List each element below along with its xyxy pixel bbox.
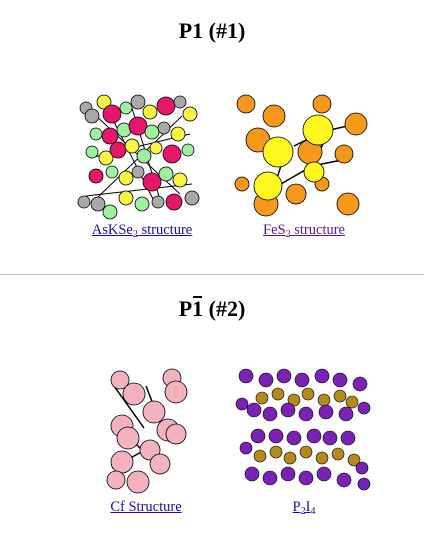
- heading-p1: P1 (#1): [0, 18, 424, 44]
- heading-overline-char: 1: [192, 296, 204, 321]
- fes2-structure-link[interactable]: FeS2 structure: [263, 222, 345, 240]
- structure-card-askse2: AsKSe2 structure: [60, 86, 224, 240]
- heading-prefix: P: [178, 296, 193, 321]
- askse2-structure-link[interactable]: AsKSe2 structure: [91, 222, 193, 240]
- askse2-structure-image[interactable]: [72, 86, 212, 221]
- heading-prefix: P: [178, 18, 193, 43]
- heading-suffix: (#2): [203, 296, 246, 321]
- heading-p-1bar: P1 (#2): [0, 296, 424, 322]
- cf-structure-image[interactable]: [76, 364, 216, 498]
- section-divider: [0, 274, 424, 275]
- heading-bar-char: 1: [192, 18, 204, 43]
- heading-suffix: (#1): [203, 18, 246, 43]
- p2i4-structure-image[interactable]: [234, 364, 374, 498]
- p2i4-structure-link[interactable]: P2I4: [292, 499, 316, 517]
- cf-structure-link[interactable]: Cf Structure: [110, 499, 182, 515]
- structure-card-fes2: FeS2 structure: [222, 86, 386, 240]
- structure-card-cf: Cf Structure: [64, 364, 228, 516]
- fes2-structure-image[interactable]: [234, 86, 374, 221]
- structure-card-p2i4: P2I4: [222, 364, 386, 517]
